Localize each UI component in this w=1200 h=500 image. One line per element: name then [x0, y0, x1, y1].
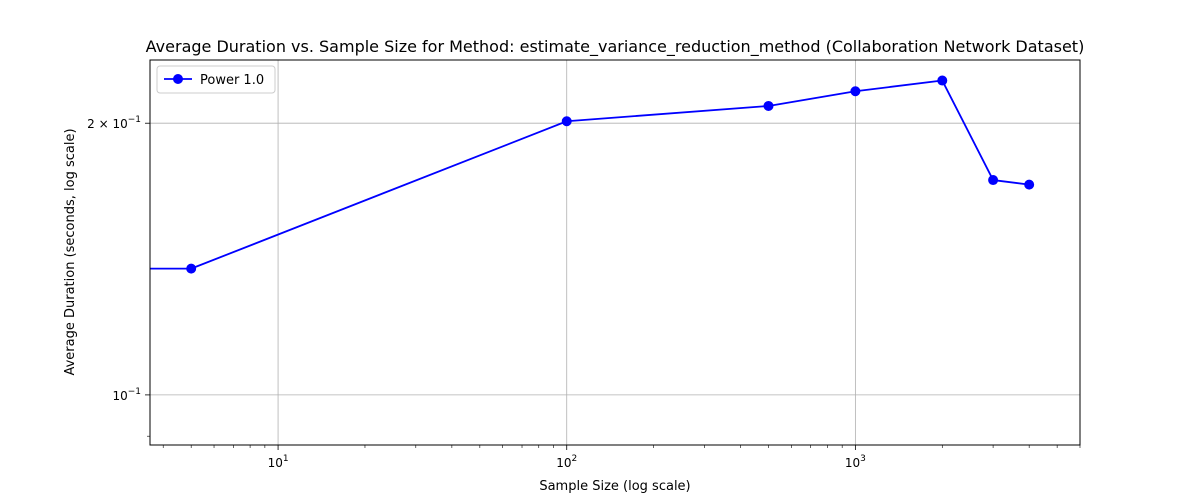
series-line	[150, 79, 1030, 270]
x-tick-label: 101	[268, 454, 289, 470]
legend-label: Power 1.0	[200, 73, 264, 88]
legend: Power 1.0	[156, 65, 276, 94]
data-point	[850, 86, 861, 97]
legend-marker	[173, 74, 183, 84]
legend-box	[156, 65, 276, 94]
y-tick-label: 10−1	[112, 387, 141, 403]
plot-area	[150, 60, 1080, 445]
x-tick-label: 103	[845, 454, 866, 470]
major-ticks: 101 102 103 10−1 2 × 10−1	[87, 115, 866, 470]
plot-frame	[149, 59, 1081, 446]
series-group	[150, 75, 1035, 274]
data-point	[937, 75, 948, 86]
data-point	[561, 116, 572, 127]
series-layer	[150, 75, 1035, 274]
x-axis-label: Sample Size (log scale)	[539, 479, 690, 494]
y-axis-label: Average Duration (seconds, log scale)	[63, 128, 78, 375]
data-point	[1024, 179, 1035, 190]
data-point	[988, 175, 999, 186]
y-tick-label: 2 × 10−1	[87, 115, 141, 131]
chart-title: Average Duration vs. Sample Size for Met…	[146, 37, 1085, 57]
data-point	[186, 263, 197, 274]
data-point	[763, 100, 774, 111]
x-tick-label: 102	[556, 454, 577, 470]
